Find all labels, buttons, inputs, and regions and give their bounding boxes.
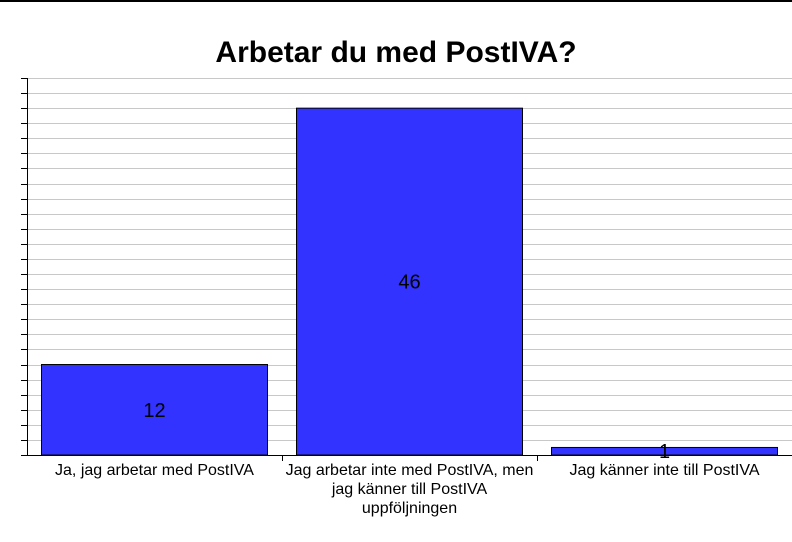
category-label-1: Ja, jag arbetar med PostIVA (55, 462, 254, 479)
bar-1 (41, 364, 268, 456)
category-label-3: Jag känner inte till PostIVA (569, 462, 760, 479)
data-label-2: 46 (398, 272, 420, 294)
data-label-1: 12 (143, 400, 165, 422)
frame-top-border (0, 0, 792, 2)
chart-title: Arbetar du med PostIVA? (215, 36, 577, 69)
data-label-3: 1 (659, 441, 670, 463)
bar-2 (296, 107, 523, 456)
data-labels: 12 46 1 (143, 272, 670, 464)
bars (41, 107, 778, 456)
bar-3 (551, 446, 778, 456)
category-label-2: Jag arbetar inte med PostIVA, men jag kä… (285, 462, 534, 517)
